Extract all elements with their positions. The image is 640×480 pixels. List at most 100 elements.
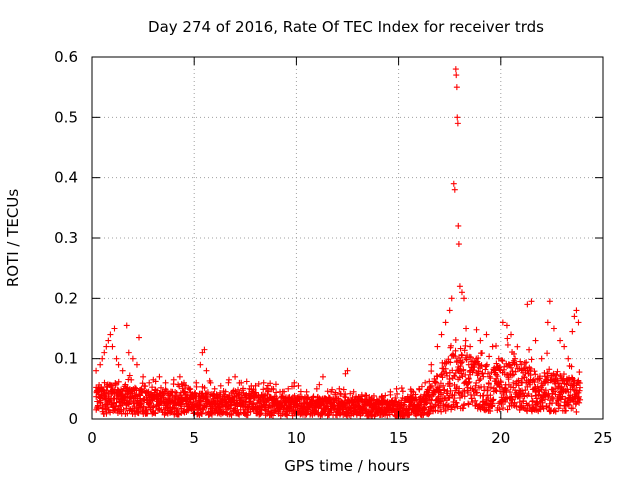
data-point bbox=[463, 356, 470, 363]
data-point bbox=[171, 394, 178, 401]
data-point bbox=[528, 393, 535, 400]
data-point bbox=[528, 298, 535, 305]
data-point bbox=[125, 349, 132, 356]
data-point bbox=[473, 355, 480, 362]
data-point bbox=[101, 379, 108, 386]
data-point bbox=[123, 322, 130, 329]
data-point bbox=[489, 397, 496, 404]
data-point bbox=[536, 375, 543, 382]
data-point bbox=[458, 351, 465, 358]
data-point bbox=[109, 343, 116, 350]
data-point bbox=[502, 398, 509, 405]
data-point bbox=[497, 378, 504, 385]
data-point bbox=[149, 384, 156, 391]
data-point bbox=[342, 370, 349, 377]
data-point bbox=[101, 349, 108, 356]
data-point bbox=[328, 388, 335, 395]
data-point bbox=[426, 378, 433, 385]
data-point bbox=[260, 379, 267, 386]
data-point bbox=[232, 373, 239, 380]
data-point bbox=[99, 355, 106, 362]
data-point bbox=[108, 382, 115, 389]
data-point bbox=[487, 384, 494, 391]
data-point bbox=[514, 343, 521, 350]
data-point bbox=[105, 406, 112, 413]
data-point bbox=[504, 335, 511, 342]
data-point bbox=[126, 372, 133, 379]
data-point bbox=[493, 342, 500, 349]
data-point bbox=[466, 378, 473, 385]
data-point bbox=[562, 407, 569, 414]
data-point bbox=[518, 361, 525, 368]
data-point bbox=[399, 388, 406, 395]
data-point bbox=[496, 406, 503, 413]
data-point bbox=[254, 405, 261, 412]
data-point bbox=[257, 411, 264, 418]
data-point bbox=[507, 389, 514, 396]
data-point bbox=[438, 391, 445, 398]
data-point bbox=[575, 393, 582, 400]
data-point bbox=[492, 387, 499, 394]
data-point bbox=[457, 363, 464, 370]
data-point bbox=[538, 386, 545, 393]
data-point bbox=[503, 387, 510, 394]
data-point bbox=[285, 385, 292, 392]
data-point bbox=[486, 353, 493, 360]
data-point bbox=[273, 389, 280, 396]
data-point bbox=[577, 396, 584, 403]
data-point bbox=[520, 390, 527, 397]
data-point bbox=[557, 337, 564, 344]
data-point bbox=[392, 394, 399, 401]
data-point bbox=[527, 365, 534, 372]
data-point bbox=[201, 384, 208, 391]
data-point bbox=[483, 361, 490, 368]
data-point bbox=[157, 384, 164, 391]
y-tick-label: 0.4 bbox=[54, 169, 78, 187]
data-point bbox=[439, 374, 446, 381]
data-point bbox=[434, 373, 441, 380]
data-point bbox=[449, 367, 456, 374]
data-point bbox=[260, 386, 267, 393]
data-point bbox=[111, 325, 118, 332]
y-tick-label: 0.5 bbox=[54, 108, 78, 126]
data-point bbox=[560, 371, 567, 378]
data-point bbox=[465, 400, 472, 407]
data-point bbox=[203, 403, 210, 410]
data-point bbox=[332, 389, 339, 396]
data-point bbox=[483, 363, 490, 370]
data-point bbox=[552, 408, 559, 415]
data-point bbox=[529, 398, 536, 405]
data-point bbox=[113, 355, 120, 362]
data-point bbox=[553, 371, 560, 378]
data-point bbox=[434, 407, 441, 414]
data-point bbox=[528, 356, 535, 363]
data-point bbox=[453, 84, 460, 91]
data-point bbox=[208, 410, 215, 417]
data-point bbox=[508, 393, 515, 400]
data-point bbox=[478, 362, 485, 369]
data-point bbox=[480, 398, 487, 405]
data-point bbox=[470, 367, 477, 374]
data-point bbox=[456, 385, 463, 392]
data-point bbox=[446, 383, 453, 390]
data-point bbox=[217, 382, 224, 389]
data-point bbox=[107, 409, 114, 416]
data-point bbox=[487, 408, 494, 415]
data-point bbox=[150, 376, 157, 383]
data-point bbox=[568, 363, 575, 370]
data-point bbox=[532, 371, 539, 378]
data-point bbox=[493, 375, 500, 382]
data-point bbox=[140, 403, 147, 410]
data-point bbox=[382, 392, 389, 399]
data-point bbox=[569, 405, 576, 412]
data-point bbox=[211, 385, 218, 392]
data-point bbox=[151, 409, 158, 416]
data-point bbox=[132, 411, 139, 418]
data-point bbox=[428, 382, 435, 389]
data-point bbox=[93, 367, 100, 374]
data-point bbox=[440, 382, 447, 389]
data-point bbox=[387, 391, 394, 398]
data-point bbox=[531, 368, 538, 375]
data-point bbox=[422, 379, 429, 386]
data-point bbox=[452, 66, 459, 73]
